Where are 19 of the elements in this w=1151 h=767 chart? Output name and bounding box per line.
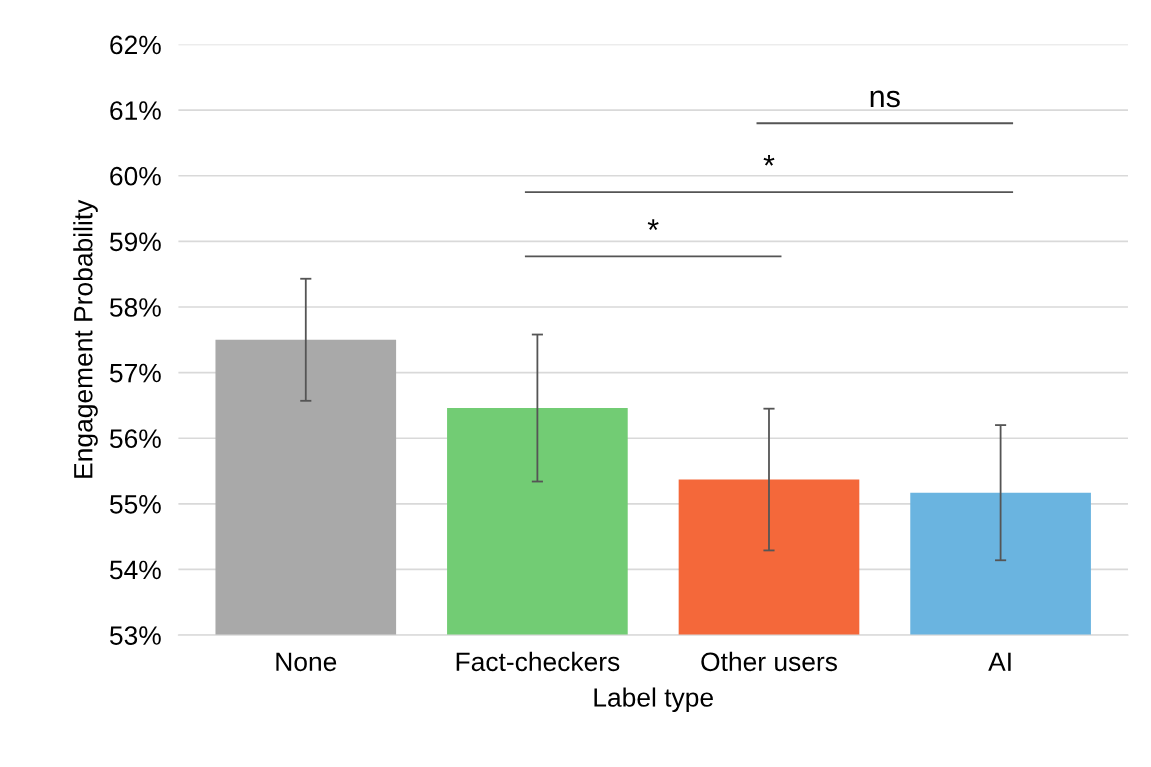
y-tick-label: 59% — [109, 232, 161, 252]
x-tick-label: Other users — [701, 651, 837, 672]
y-tick-label: 54% — [109, 560, 161, 580]
annotation: * — [647, 219, 659, 230]
x-axis-title: Label type — [594, 687, 713, 713]
y-axis-title: Engagement Probability — [73, 199, 98, 478]
y-tick-label: 56% — [109, 429, 161, 449]
y-tick-label: 57% — [109, 363, 161, 383]
y-tick-label: 55% — [109, 495, 161, 514]
y-tick-label: 60% — [110, 166, 161, 186]
x-tick-label: None — [276, 652, 337, 672]
y-tick-label: 53% — [109, 626, 161, 645]
y-tick-label: 62% — [110, 35, 161, 55]
annotation: ns — [870, 90, 900, 108]
y-tick-label: 58% — [109, 298, 161, 317]
y-tick-label: 61% — [110, 101, 161, 120]
x-tick-label: AI — [988, 652, 1011, 671]
x-tick-label: Fact-checkers — [456, 651, 620, 672]
annotation: * — [763, 154, 775, 166]
